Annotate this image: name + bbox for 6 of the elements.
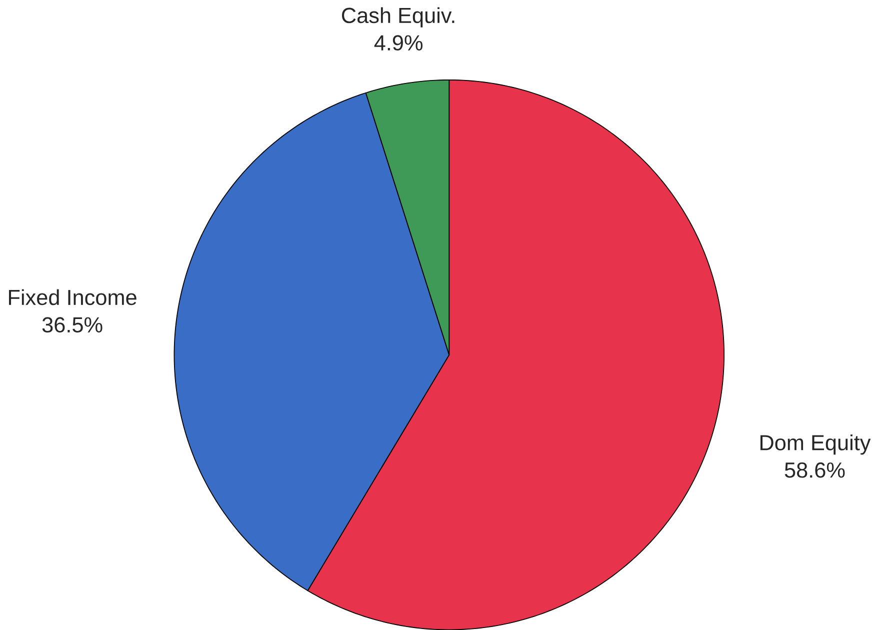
slice-label: Fixed Income	[9, 289, 136, 306]
data-label: 36.5%	[42, 317, 102, 332]
data-label: 58.6%	[784, 462, 845, 478]
slice-label: Dom Equity	[760, 434, 871, 455]
data-label: 4.9%	[374, 35, 422, 50]
slice-label: Cash Equiv.	[342, 7, 454, 28]
